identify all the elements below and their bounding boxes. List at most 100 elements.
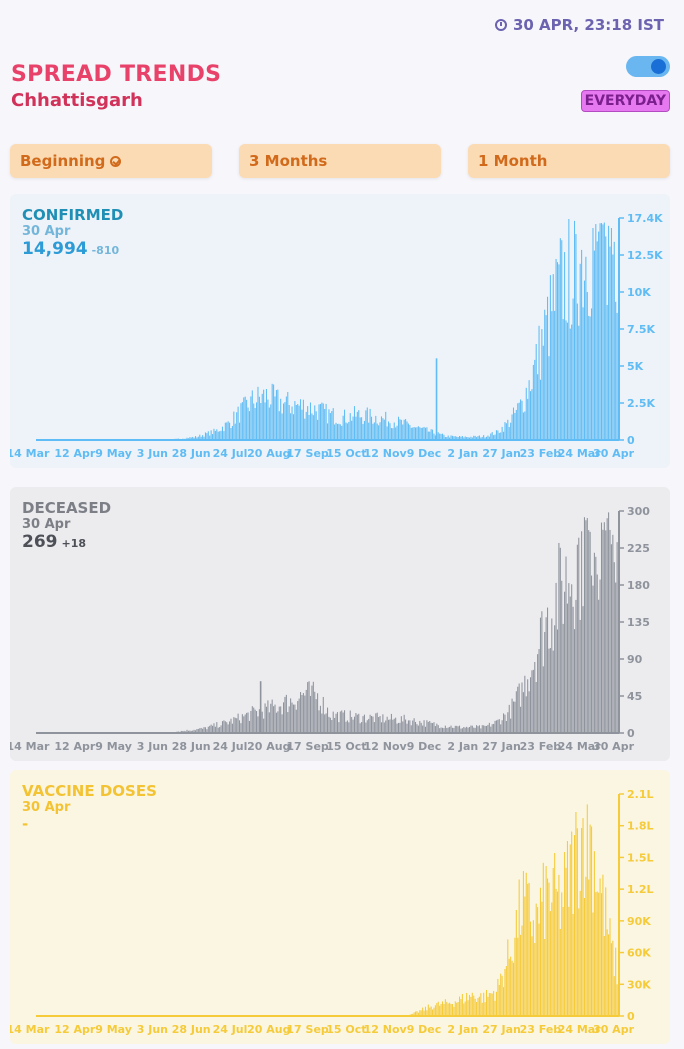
deceased-bar: [187, 730, 189, 733]
deceased-bar: [202, 728, 204, 733]
confirmed-y-tick-label: 17.4K: [627, 212, 663, 225]
vaccine-bar: [478, 996, 480, 1016]
deceased-bar: [405, 719, 407, 733]
vaccine-bar: [471, 992, 473, 1016]
confirmed-bar: [200, 436, 202, 440]
deceased-bar: [500, 724, 502, 733]
confirmed-bar: [605, 236, 607, 440]
confirmed-bar: [525, 387, 527, 440]
vaccine-y-tick-label: 1.2L: [627, 883, 654, 896]
deceased-bar: [271, 699, 273, 733]
confirmed-bar: [342, 415, 344, 440]
confirmed-bar: [351, 420, 353, 440]
confirmed-bar: [602, 224, 604, 440]
range-beginning-button[interactable]: Beginning: [10, 144, 212, 178]
deceased-chart[interactable]: 0 45 90 135 180 225 300 14 Mar 12 Apr 9 May 3 Jun 2…: [10, 487, 670, 761]
confirmed-x-tick-label: 24 Jul: [213, 447, 248, 460]
deceased-bar: [244, 714, 246, 733]
deceased-bar: [283, 702, 285, 733]
deceased-bar: [256, 711, 258, 733]
confirmed-bar: [459, 436, 461, 440]
vaccine-bar: [503, 987, 505, 1016]
confirmed-bar: [395, 427, 397, 440]
deceased-bar: [481, 725, 483, 733]
deceased-bar: [312, 681, 314, 733]
confirmed-bar: [318, 404, 320, 440]
confirmed-x-tick-label: 20 Aug: [247, 447, 290, 460]
deceased-bar: [568, 583, 570, 733]
deceased-bar: [221, 721, 224, 733]
confirmed-bar: [423, 426, 425, 440]
deceased-bar: [459, 725, 461, 733]
deceased-bar: [446, 727, 448, 733]
vaccine-bar: [493, 990, 495, 1016]
deceased-bar: [322, 696, 324, 733]
confirmed-bar: [349, 413, 351, 440]
deceased-bar: [355, 712, 357, 733]
deceased-bar: [327, 707, 329, 733]
deceased-bar: [366, 720, 368, 733]
confirmed-bar: [578, 325, 580, 440]
vaccine-bar: [521, 925, 523, 1016]
vaccine-bar: [476, 1001, 478, 1016]
deceased-x-tick-label: 17 Sep: [286, 740, 329, 753]
confirmed-bar: [322, 403, 324, 440]
deceased-bar: [582, 606, 584, 733]
vaccine-bar: [542, 862, 544, 1016]
deceased-bar: [600, 522, 603, 733]
vaccine-chart-panel[interactable]: 0 30K 60K 90K 1.2L 1.5L 1.8L 2.1L 14 Mar 12 Apr 9 …: [10, 770, 670, 1044]
vaccine-bar: [565, 867, 567, 1016]
timestamp: 30 APR, 23:18 IST: [494, 16, 664, 34]
deceased-bar: [372, 716, 374, 733]
deceased-bar: [194, 730, 197, 733]
confirmed-bar: [430, 429, 432, 440]
deceased-bar: [263, 718, 265, 733]
timestamp-text: 30 APR, 23:18 IST: [512, 16, 664, 34]
vaccine-bar: [483, 992, 485, 1016]
vaccine-bar: [474, 998, 476, 1016]
deceased-bar: [456, 725, 458, 733]
deceased-bar: [291, 702, 293, 733]
confirmed-bar: [336, 424, 338, 440]
vaccine-bar: [515, 910, 517, 1016]
deceased-y-tick-label: 180: [627, 579, 650, 592]
deceased-bar: [610, 544, 612, 733]
deceased-bar: [484, 725, 486, 733]
deceased-bar: [468, 727, 471, 733]
confirmed-bar: [315, 411, 317, 440]
confirmed-summary: CONFIRMED 30 Apr 14,994 -810: [22, 206, 123, 259]
deceased-bar: [447, 727, 449, 733]
deceased-chart-panel[interactable]: 0 45 90 135 180 225 300 14 Mar 12 Apr 9 May 3 Jun 2…: [10, 487, 670, 761]
deceased-bar: [382, 714, 384, 733]
confirmed-bar: [468, 437, 471, 440]
confirmed-bar: [193, 437, 195, 440]
confirmed-bar: [247, 407, 249, 440]
scale-toggle[interactable]: [626, 56, 670, 77]
confirmed-bar: [214, 430, 216, 440]
deceased-bar: [380, 722, 382, 733]
deceased-bar: [412, 720, 414, 733]
vaccine-bar: [537, 907, 539, 1016]
confirmed-bar: [314, 405, 316, 440]
deceased-bar: [544, 631, 546, 733]
range-1-month-button[interactable]: 1 Month: [468, 144, 670, 178]
deceased-bar: [424, 726, 427, 733]
confirmed-bar: [207, 431, 209, 440]
vaccine-label: VACCINE DOSES: [22, 782, 157, 800]
deceased-bar: [210, 724, 212, 733]
vaccine-bar: [531, 936, 533, 1016]
deceased-bar: [270, 703, 272, 733]
confirmed-chart-panel[interactable]: 0 2.5K 5K 7.5K 10K 12.5K 17.4K 14 Mar 12 Apr 9 Ma…: [10, 194, 670, 468]
confirmed-bar: [521, 400, 523, 440]
deceased-bar: [353, 716, 356, 733]
deceased-bar: [196, 729, 198, 733]
mode-badge[interactable]: EVERYDAY: [580, 90, 670, 112]
confirmed-chart[interactable]: 0 2.5K 5K 7.5K 10K 12.5K 17.4K 14 Mar 12 Apr 9 Ma…: [10, 194, 670, 468]
confirmed-bar: [331, 411, 333, 440]
confirmed-bar: [555, 259, 557, 440]
confirmed-bar: [250, 396, 252, 440]
confirmed-bar: [544, 309, 546, 440]
deceased-bar: [180, 730, 182, 733]
range-3-months-button[interactable]: 3 Months: [239, 144, 441, 178]
